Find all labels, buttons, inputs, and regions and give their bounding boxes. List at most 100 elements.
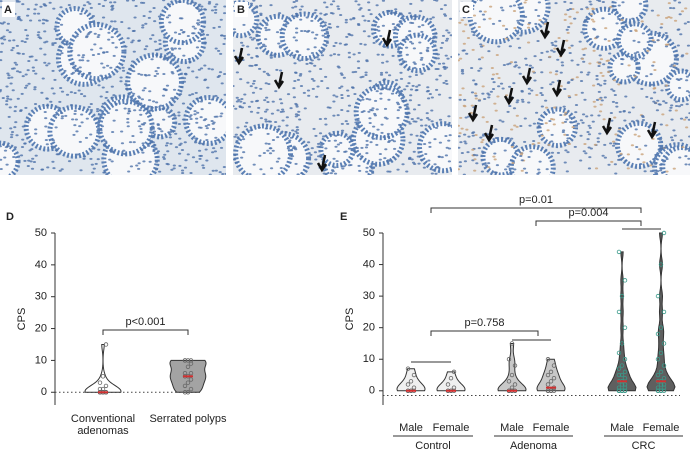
nucleus bbox=[133, 16, 137, 19]
nucleus bbox=[154, 168, 158, 171]
nucleus bbox=[110, 149, 114, 152]
nucleus bbox=[458, 161, 462, 164]
nucleus bbox=[413, 62, 417, 65]
nucleus bbox=[89, 133, 93, 136]
nucleus bbox=[405, 105, 409, 108]
nucleus bbox=[512, 9, 517, 12]
nucleus bbox=[512, 82, 516, 85]
nucleus bbox=[77, 89, 81, 92]
nucleus bbox=[148, 142, 152, 145]
nucleus bbox=[141, 142, 145, 145]
nucleus bbox=[610, 160, 614, 163]
gland bbox=[660, 145, 690, 175]
nucleus bbox=[464, 23, 468, 26]
nucleus bbox=[520, 90, 524, 93]
nucleus bbox=[132, 141, 136, 144]
nucleus bbox=[569, 22, 573, 25]
nucleus bbox=[152, 100, 156, 103]
nucleus bbox=[91, 171, 95, 174]
nucleus bbox=[90, 48, 94, 51]
nucleus bbox=[193, 27, 197, 30]
nucleus bbox=[649, 73, 653, 76]
nucleus bbox=[580, 8, 584, 11]
nucleus bbox=[294, 5, 298, 8]
nucleus bbox=[148, 10, 152, 13]
nucleus bbox=[195, 121, 199, 124]
nucleus bbox=[332, 114, 336, 117]
nucleus bbox=[544, 122, 548, 125]
nucleus bbox=[565, 28, 569, 31]
nucleus bbox=[447, 31, 451, 34]
nucleus bbox=[461, 87, 465, 90]
nucleus bbox=[586, 138, 590, 141]
nucleus bbox=[213, 150, 218, 153]
nucleus bbox=[393, 147, 397, 150]
nucleus bbox=[409, 40, 413, 43]
nucleus bbox=[554, 44, 558, 47]
data-point bbox=[661, 385, 667, 390]
nucleus bbox=[97, 2, 101, 5]
data-point bbox=[188, 370, 194, 376]
nucleus bbox=[109, 150, 113, 153]
nucleus bbox=[530, 66, 534, 69]
nucleus bbox=[373, 99, 378, 102]
nucleus bbox=[466, 37, 471, 40]
nucleus bbox=[615, 101, 619, 104]
nucleus bbox=[140, 123, 144, 126]
nucleus bbox=[21, 125, 25, 128]
nucleus bbox=[629, 24, 633, 27]
nucleus bbox=[16, 52, 20, 55]
nucleus bbox=[471, 48, 475, 51]
nucleus bbox=[147, 74, 151, 77]
nucleus bbox=[601, 0, 605, 3]
nucleus bbox=[169, 130, 173, 133]
nucleus bbox=[29, 19, 33, 22]
nucleus bbox=[545, 106, 549, 109]
nucleus bbox=[574, 111, 578, 114]
nucleus bbox=[313, 46, 317, 49]
data-point bbox=[622, 385, 628, 390]
nucleus bbox=[82, 4, 87, 7]
nucleus bbox=[40, 91, 44, 94]
nucleus bbox=[214, 136, 218, 139]
nucleus bbox=[594, 167, 599, 170]
nucleus bbox=[407, 120, 411, 123]
nucleus bbox=[338, 86, 342, 89]
nucleus bbox=[544, 99, 548, 102]
nucleus bbox=[447, 160, 451, 163]
violin bbox=[646, 232, 676, 392]
nucleus bbox=[160, 130, 164, 133]
nucleus bbox=[497, 77, 501, 80]
nucleus bbox=[303, 29, 307, 32]
nucleus bbox=[191, 1, 195, 4]
nucleus bbox=[396, 168, 400, 171]
nucleus bbox=[206, 86, 210, 89]
nucleus bbox=[31, 157, 35, 160]
nucleus bbox=[458, 93, 462, 96]
nucleus bbox=[178, 152, 182, 155]
nucleus bbox=[235, 96, 239, 99]
gland bbox=[0, 140, 21, 175]
nucleus bbox=[592, 49, 596, 52]
nucleus bbox=[437, 62, 442, 65]
violin bbox=[497, 342, 527, 392]
nucleus bbox=[139, 127, 143, 130]
nucleus bbox=[561, 129, 566, 132]
nucleus bbox=[310, 52, 315, 55]
nucleus bbox=[222, 34, 226, 37]
nucleus bbox=[1, 143, 5, 146]
nucleus bbox=[332, 157, 336, 160]
nucleus bbox=[150, 125, 155, 128]
nucleus bbox=[201, 142, 205, 145]
nucleus bbox=[491, 141, 495, 144]
nucleus bbox=[73, 92, 77, 95]
nucleus bbox=[186, 66, 191, 69]
nucleus bbox=[142, 146, 146, 149]
nucleus bbox=[437, 93, 442, 96]
nucleus bbox=[405, 170, 409, 173]
nucleus bbox=[292, 1, 296, 4]
nucleus bbox=[91, 54, 96, 57]
nucleus bbox=[105, 64, 110, 67]
nucleus bbox=[259, 168, 263, 171]
nucleus bbox=[87, 73, 91, 76]
